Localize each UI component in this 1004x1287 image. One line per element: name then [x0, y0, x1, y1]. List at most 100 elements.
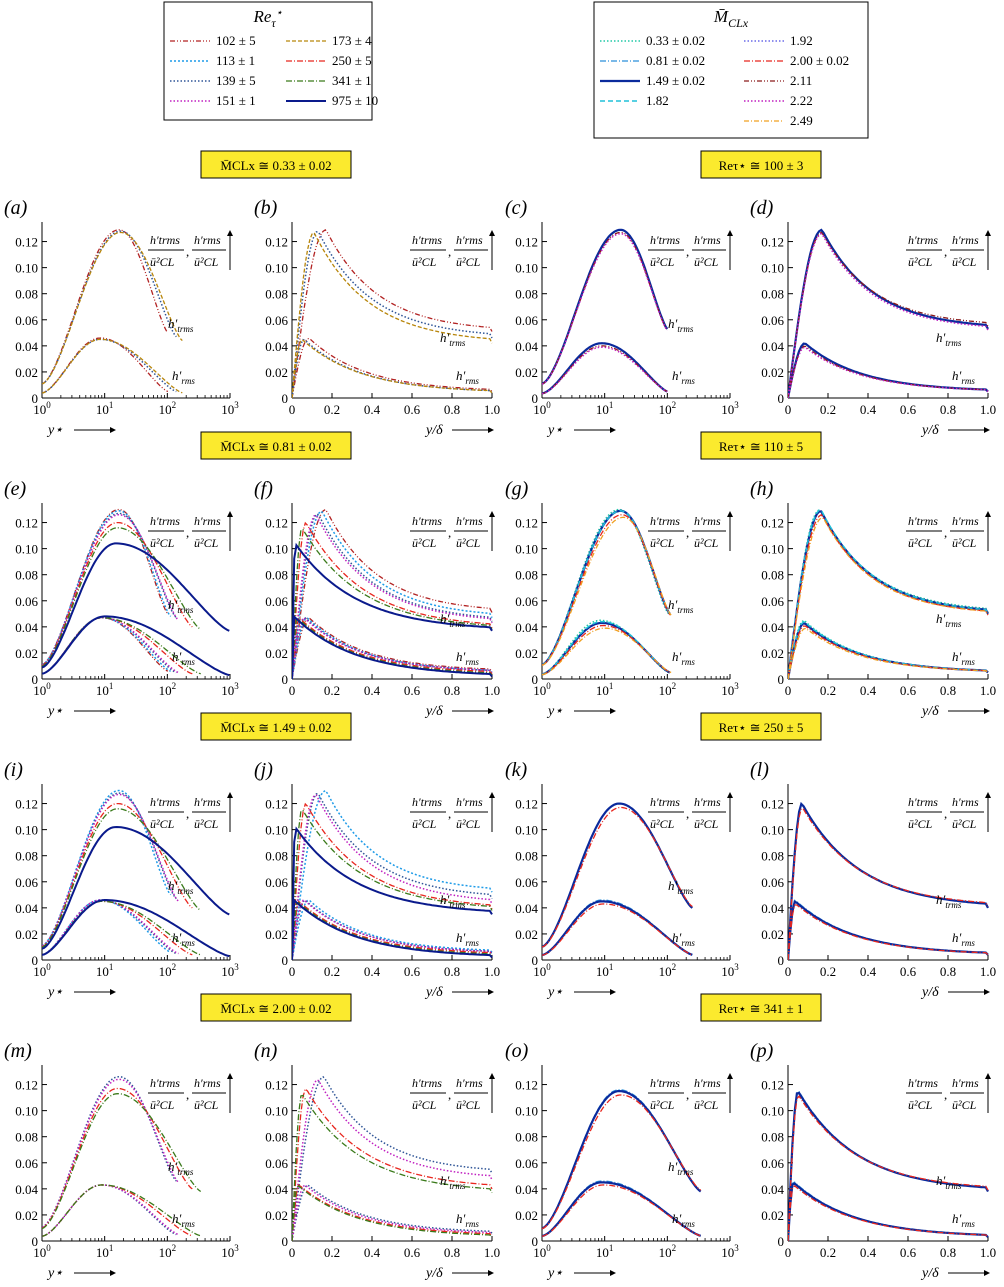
panel-label: (g) [505, 478, 529, 500]
y-tick-label: 0.06 [265, 875, 288, 890]
x-axis-arrowhead [488, 427, 494, 433]
panel-j: (j) 0.02 0.04 0.06 0.08 0.10 0.12 00 0.2 0.4 0.6 0.… [254, 759, 500, 1000]
x-axis-arrowhead [610, 989, 616, 995]
series-line-lower [292, 1184, 493, 1241]
series-line-lower [292, 617, 493, 679]
series-line-upper [292, 508, 493, 679]
y-tick-label: 0.08 [761, 1130, 784, 1145]
x-tick-label: 0.4 [364, 964, 381, 979]
x-axis-arrowhead [488, 708, 494, 714]
y-tick-label: 0.02 [265, 927, 288, 942]
series-line-upper [42, 508, 169, 666]
series-line-upper [292, 514, 493, 679]
panel-label: (o) [505, 1040, 529, 1062]
panel-n: (n) 0.02 0.04 0.06 0.08 0.10 0.12 00 0.2 0.4 0.6 0.… [254, 1040, 500, 1281]
legend-entry-label: 1.49 ± 0.02 [646, 73, 705, 88]
curve-label-upper: h′trms [168, 1159, 194, 1177]
series-line-lower [42, 337, 169, 394]
y-label-numerator: h′trms [650, 514, 680, 528]
y-axis-label: h′trms ū²CL, h′rms ū²CL [648, 1073, 733, 1113]
y-tick-label: 0.06 [761, 1156, 784, 1171]
y-tick-label: 0.08 [515, 568, 538, 583]
y-axis-arrowhead [985, 792, 991, 798]
y-axis-arrowhead [227, 1073, 233, 1079]
legend-entry-label: 2.11 [790, 73, 812, 88]
series-line-upper [542, 802, 693, 948]
x-axis-label: y⋆ [46, 1266, 63, 1281]
badge-reynolds: Reτ⋆ ≅ 250 ± 5 [700, 712, 822, 741]
series-line-lower [292, 1185, 493, 1241]
y-tick-label: 0.06 [15, 1156, 38, 1171]
x-tick-label: 0.8 [940, 683, 956, 698]
y-label-denominator: ū²CL [456, 1098, 481, 1112]
y-label-numerator: h′rms [456, 795, 483, 809]
y-label-denominator: ū²CL [908, 1098, 933, 1112]
series-line-lower [542, 627, 672, 676]
series-line-upper [542, 509, 671, 666]
y-tick-label: 0 [532, 1234, 539, 1249]
x-tick-label: 103 [221, 1243, 239, 1260]
panel-b: (b) 0.02 0.04 0.06 0.08 0.10 0.12 00 0.2 0.4 0.6 0.… [254, 197, 500, 438]
y-tick-label: 0 [282, 672, 289, 687]
series-line-upper [292, 1087, 493, 1241]
panel-label: (a) [4, 197, 28, 219]
y-tick-label: 0.10 [15, 1104, 38, 1119]
series-line-upper [542, 516, 672, 666]
series-line-upper [292, 1079, 493, 1241]
y-label-comma: , [186, 1087, 189, 1102]
series-line-lower [42, 899, 179, 956]
y-axis-label: h′trms ū²CL, h′rms ū²CL [906, 511, 991, 551]
x-tick-label: 103 [221, 962, 239, 979]
series-line-upper [42, 1078, 180, 1228]
series-line-upper [42, 231, 183, 385]
curve-label-upper: h′trms [168, 878, 194, 896]
series-line-upper [292, 229, 493, 398]
x-tick-label: 0.4 [860, 683, 877, 698]
x-axis-label: y/δ [424, 1266, 443, 1281]
y-label-comma: , [448, 525, 451, 540]
y-label-numerator: h′trms [412, 795, 442, 809]
x-axis-label: y/δ [920, 704, 939, 719]
y-label-denominator: ū²CL [694, 536, 719, 550]
y-tick-label: 0.10 [761, 542, 784, 557]
curve-label-upper: h′trms [668, 597, 694, 615]
y-label-denominator: ū²CL [650, 1098, 675, 1112]
panel-label: (c) [505, 197, 528, 219]
series-group [788, 508, 989, 679]
curve-label-lower: h′rms [456, 368, 479, 386]
x-axis-label: y⋆ [546, 423, 563, 438]
y-tick-label: 0.12 [265, 235, 288, 250]
badge-box [200, 993, 352, 1022]
x-axis-arrowhead [610, 427, 616, 433]
y-label-numerator: h′rms [456, 233, 483, 247]
x-axis-arrowhead [110, 708, 116, 714]
y-tick-label: 0.10 [265, 823, 288, 838]
y-tick-label: 0.04 [761, 339, 784, 354]
legend-entry-label: 250 ± 5 [332, 53, 372, 68]
y-axis-label: h′trms ū²CL, h′rms ū²CL [648, 230, 733, 270]
x-tick-label: 100 [533, 681, 551, 698]
x-tick-label: 103 [721, 681, 739, 698]
y-label-denominator: ū²CL [150, 255, 175, 269]
y-tick-label: 0.02 [761, 365, 784, 380]
x-axis-arrowhead [610, 708, 616, 714]
legend-entry-label: 0.81 ± 0.02 [646, 53, 705, 68]
y-tick-label: 0.06 [515, 594, 538, 609]
badge-text: M̄CLx ≅ 0.81 ± 0.02 [220, 439, 331, 454]
y-label-numerator: h′rms [694, 514, 721, 528]
series-line-upper [292, 1094, 493, 1241]
y-tick-label: 0.04 [761, 901, 784, 916]
y-tick-label: 0.12 [761, 516, 784, 531]
x-axis-label: y⋆ [46, 704, 63, 719]
series-line-upper [42, 808, 202, 948]
x-tick-label: 103 [721, 1243, 739, 1260]
x-axis-label: y⋆ [546, 704, 563, 719]
y-tick-label: 0.02 [761, 927, 784, 942]
y-tick-label: 0 [778, 672, 785, 687]
y-label-denominator: ū²CL [694, 255, 719, 269]
series-line-upper [542, 1094, 702, 1230]
y-tick-label: 0.08 [15, 568, 38, 583]
x-tick-label: 0.6 [900, 1245, 917, 1260]
